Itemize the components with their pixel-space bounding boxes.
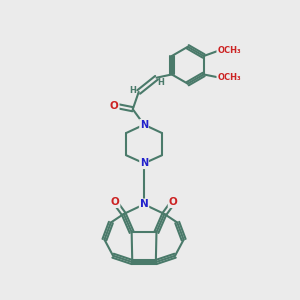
Text: N: N	[140, 158, 148, 168]
Text: H: H	[158, 78, 164, 87]
Text: O: O	[110, 101, 119, 111]
Text: OCH₃: OCH₃	[217, 73, 241, 82]
Text: O: O	[169, 197, 177, 207]
Text: N: N	[140, 199, 148, 209]
Text: OCH₃: OCH₃	[217, 46, 241, 55]
Text: N: N	[140, 120, 148, 130]
Text: H: H	[129, 86, 136, 95]
Text: O: O	[111, 197, 119, 207]
